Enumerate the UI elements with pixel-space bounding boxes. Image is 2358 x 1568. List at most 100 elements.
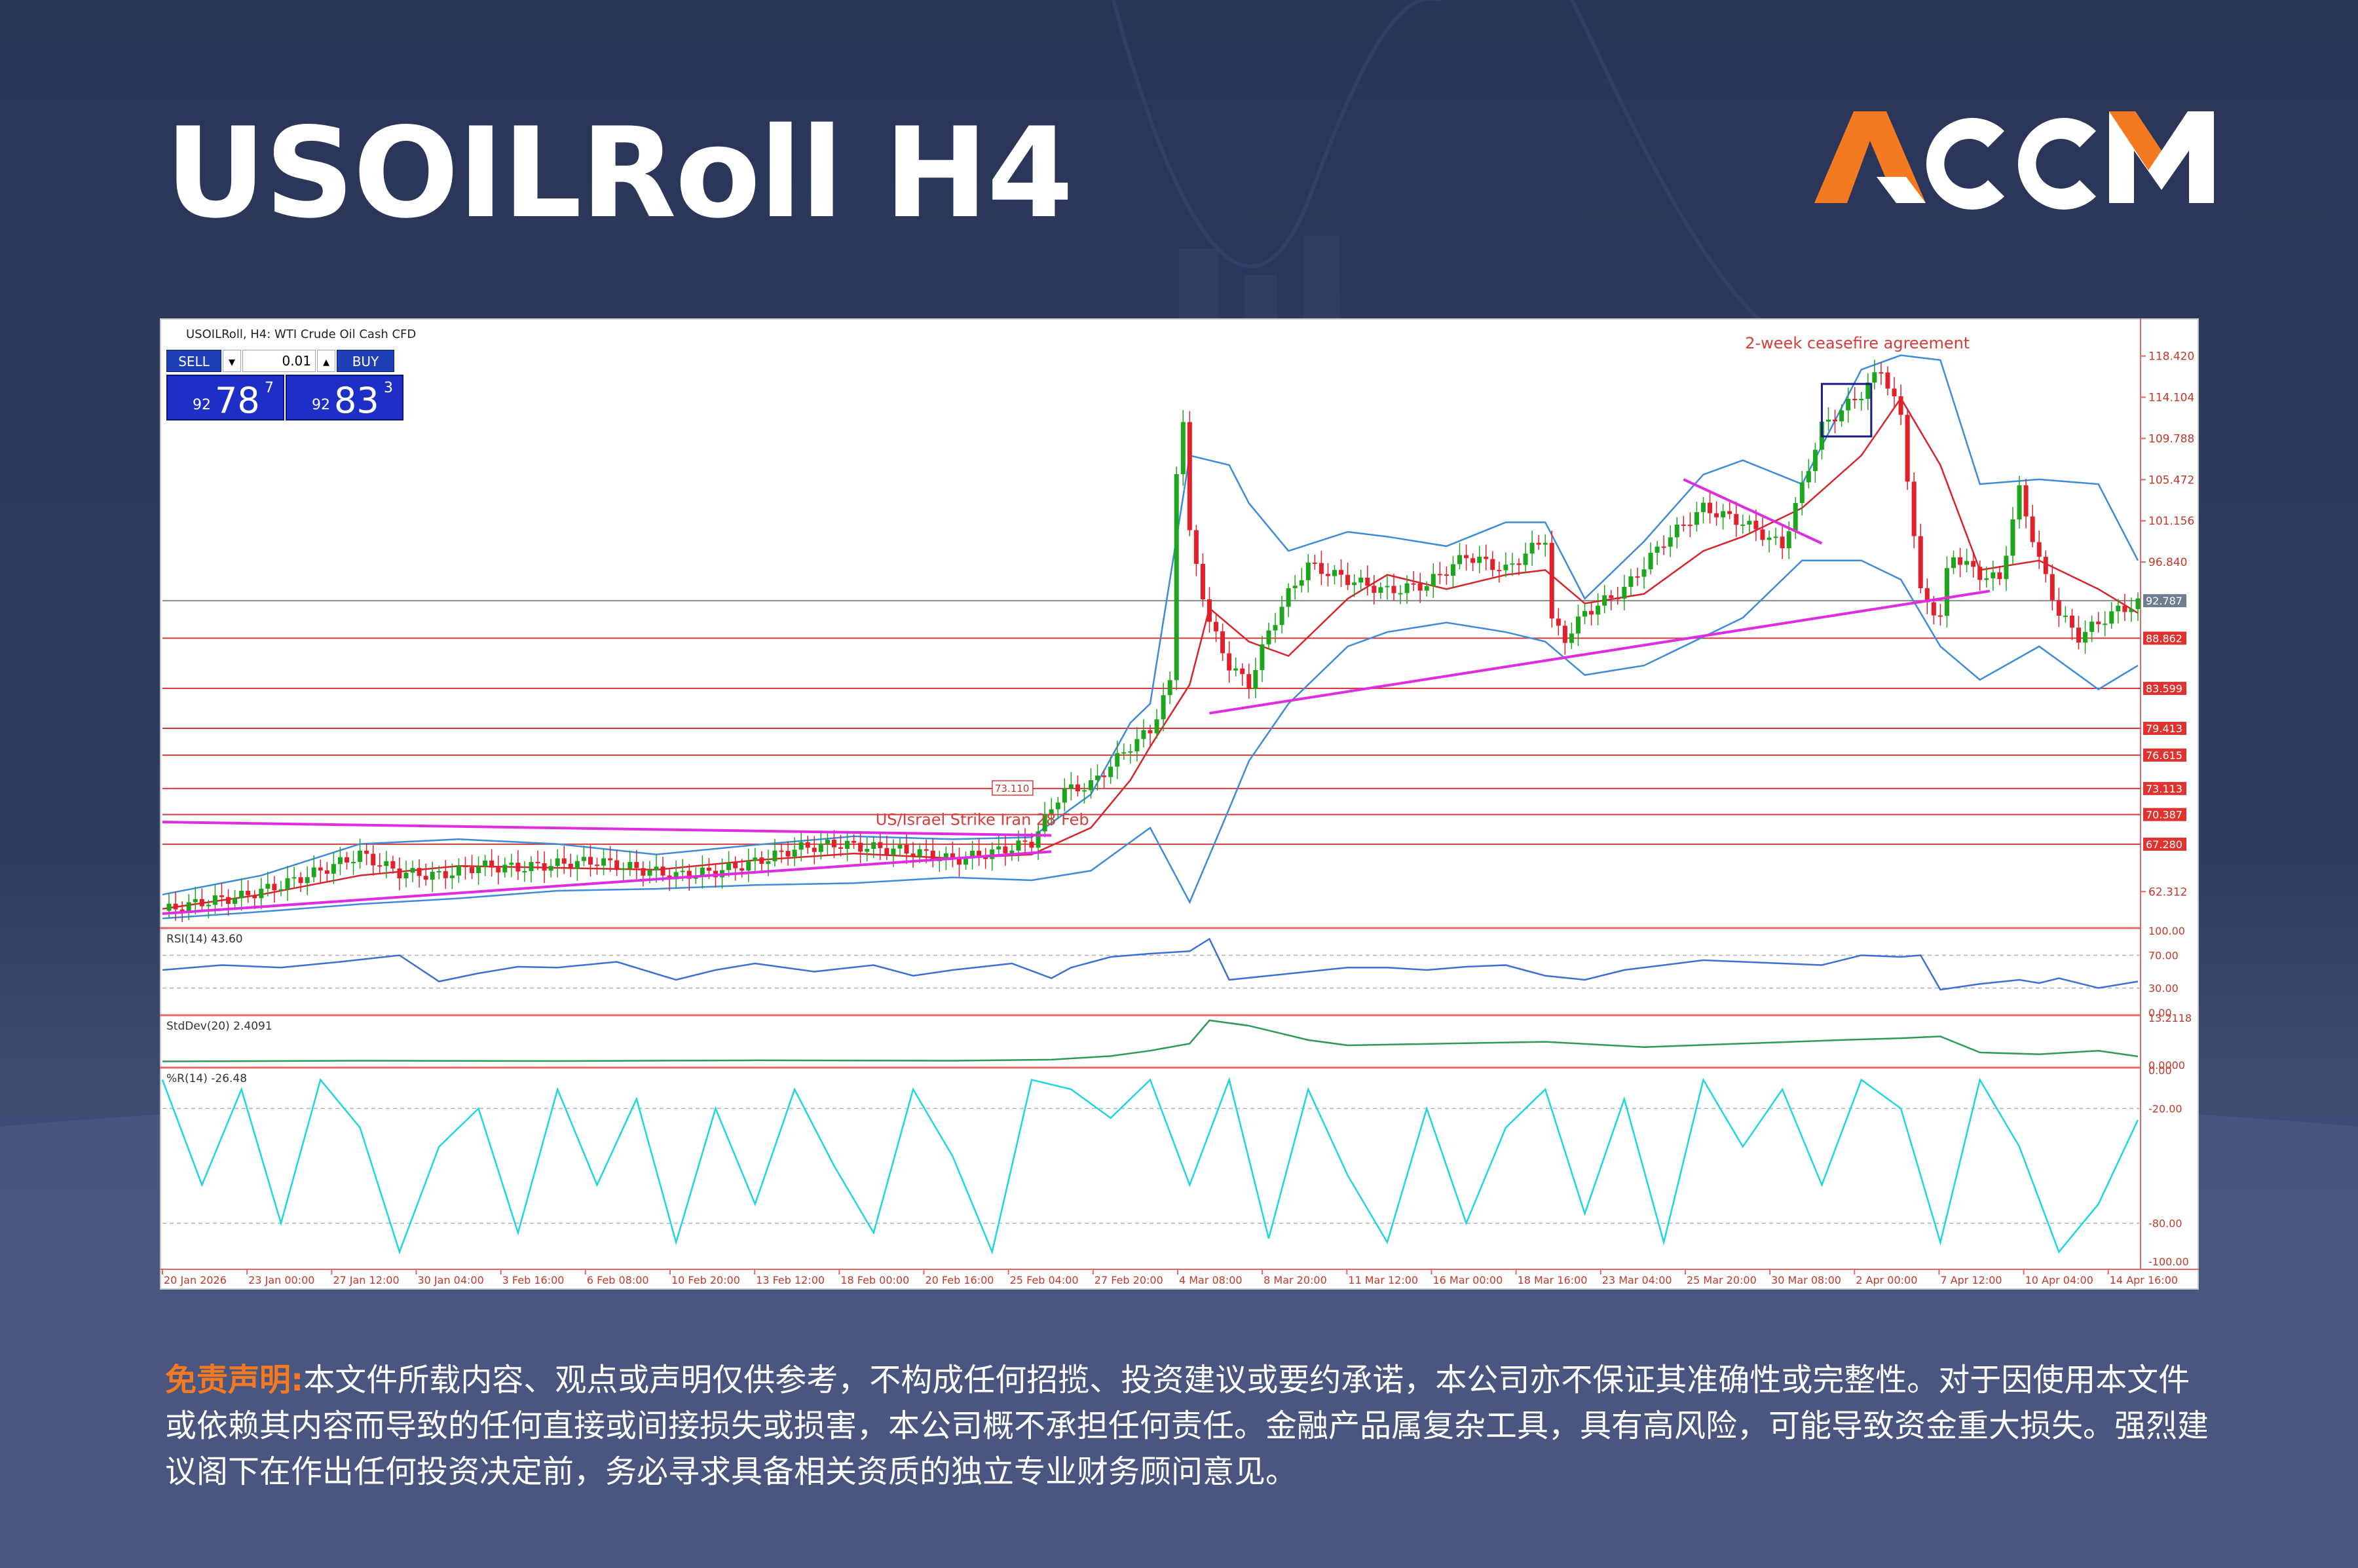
indicator-line	[161, 1077, 2139, 1255]
one-click-trading-panel: SELL ▾ 0.01 ▴ BUY 92 78 7 92 83 3	[166, 350, 409, 423]
candle-body	[1635, 576, 1640, 578]
candle-body	[252, 895, 257, 899]
candle-body	[535, 861, 540, 863]
candle-body	[285, 878, 290, 889]
candle-body	[581, 857, 586, 861]
chevron-down-icon[interactable]: ▾	[223, 350, 241, 372]
candle-body	[1049, 809, 1054, 814]
candle-body	[1470, 558, 1476, 563]
candle-body	[805, 842, 810, 848]
level-label: 88.862	[2146, 632, 2182, 644]
candle-body	[2089, 622, 2095, 632]
candle-body	[634, 862, 639, 868]
candle-body	[1622, 587, 1627, 599]
candle-body	[233, 898, 238, 905]
y-tick-label: 105.472	[2148, 474, 2194, 487]
trendline	[1683, 478, 1823, 545]
candle-body	[1931, 602, 1936, 616]
candle-body	[462, 865, 468, 868]
candle-body	[324, 870, 329, 874]
candle-body	[1714, 513, 1719, 517]
candle-body	[910, 853, 916, 857]
candle-body	[272, 884, 277, 891]
y-tick-label: 114.104	[2148, 391, 2194, 404]
candle-body	[173, 903, 178, 910]
candle-body	[1846, 399, 1851, 411]
candle-body	[2122, 605, 2127, 612]
candle-body	[964, 857, 969, 865]
candle-body	[1292, 586, 1298, 589]
x-tick-label: 14 Apr 16:00	[2110, 1274, 2178, 1286]
candle-body	[1411, 583, 1416, 585]
candle-body	[1187, 422, 1192, 531]
buy-price[interactable]: 92 83 3	[286, 375, 403, 421]
level-label-box	[2143, 748, 2186, 762]
candle-body	[1760, 529, 1765, 540]
candle-body	[1991, 572, 1996, 578]
indicator-tick-label: 0.0000	[2148, 1059, 2185, 1072]
candle-body	[239, 890, 244, 899]
level-label-box	[2143, 631, 2186, 645]
candle-body	[1865, 383, 1871, 399]
candle-body	[1892, 388, 1897, 397]
x-tick-label: 30 Mar 08:00	[1771, 1274, 1841, 1286]
candle-body	[595, 865, 600, 867]
candle-body	[2083, 631, 2088, 643]
candle-body	[529, 861, 534, 871]
candle-body	[1332, 570, 1337, 576]
candle-body	[1260, 644, 1265, 671]
candle-body	[1615, 597, 1620, 599]
candle-body	[1596, 605, 1601, 615]
candle-body	[673, 872, 679, 880]
candle-body	[970, 850, 975, 857]
chevron-up-icon[interactable]: ▴	[317, 350, 335, 372]
candle-body	[226, 897, 231, 905]
indicator-tick-label: -20.00	[2148, 1102, 2182, 1115]
level-label-box	[2143, 837, 2186, 851]
candle-body	[1068, 784, 1074, 789]
candle-body	[305, 877, 310, 884]
candle-body	[1944, 568, 1949, 616]
candle-body	[2010, 519, 2015, 556]
buy-button[interactable]: BUY	[337, 350, 394, 372]
candle-body	[1167, 680, 1172, 696]
candle-body	[2069, 615, 2074, 628]
candle-body	[1003, 846, 1008, 853]
x-tick-label: 4 Mar 08:00	[1179, 1274, 1243, 1286]
bollinger-lower-band	[162, 559, 2139, 920]
indicator-tick-label: 0.00	[2148, 1007, 2172, 1019]
candle-body	[891, 848, 896, 855]
indicator-name: RSI(14) 43.60	[166, 933, 243, 946]
sell-price[interactable]: 92 78 7	[166, 375, 284, 421]
candle-body	[1431, 574, 1436, 586]
candle-body	[1391, 586, 1396, 593]
level-label-box	[2143, 808, 2186, 821]
candle-body	[1786, 531, 1791, 549]
x-tick-label: 8 Mar 20:00	[1263, 1274, 1327, 1286]
candle-body	[1839, 410, 1844, 422]
candle-body	[548, 866, 553, 871]
candle-body	[291, 877, 297, 879]
candle-body	[1516, 563, 1522, 565]
candle-body	[193, 899, 198, 903]
level-label: 83.599	[2146, 682, 2182, 695]
candle-body	[1806, 471, 1811, 483]
volume-input[interactable]: 0.01	[242, 350, 316, 372]
candle-body	[812, 848, 817, 852]
sell-button[interactable]: SELL	[166, 350, 221, 372]
candle-body	[377, 865, 383, 867]
price-chart: 118.420 114.104 109.788 105.472 101.156 96.84…	[160, 318, 2199, 1290]
candle-body	[1905, 415, 1910, 482]
candle-body	[1661, 546, 1666, 548]
candle-body	[1958, 557, 1963, 565]
candle-body	[924, 849, 929, 851]
candle-body	[1161, 695, 1166, 720]
chart-caption: USOILRoll, H4: WTI Crude Oil Cash CFD	[186, 327, 417, 341]
candle-body	[417, 868, 422, 876]
candle-body	[871, 842, 876, 849]
x-tick-label: 7 Apr 12:00	[1940, 1274, 2002, 1286]
candle-body	[2004, 555, 2009, 580]
candle-body	[1246, 674, 1252, 690]
candle-body	[1747, 521, 1752, 525]
candle-body	[996, 846, 1001, 849]
